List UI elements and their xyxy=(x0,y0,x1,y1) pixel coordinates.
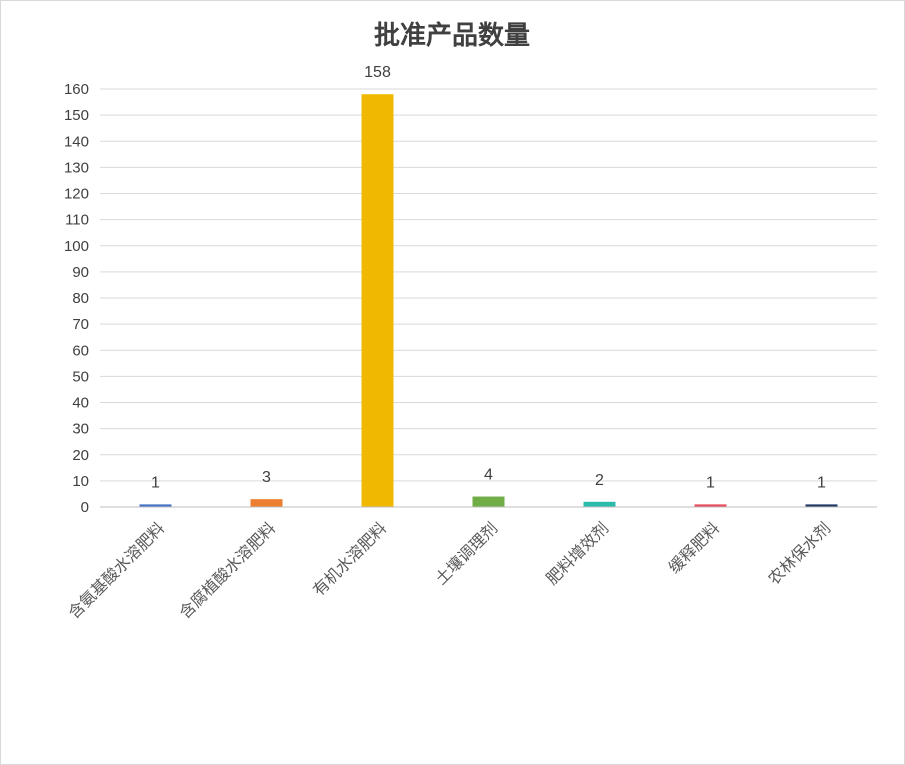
y-tick-label: 40 xyxy=(72,395,89,412)
x-category-label: 含腐植酸水溶肥料 xyxy=(175,518,279,622)
data-label: 2 xyxy=(595,472,604,489)
y-tick-label: 90 xyxy=(72,264,89,281)
gridlines xyxy=(100,88,877,482)
data-label: 158 xyxy=(364,64,391,81)
chart-title: 批准产品数量 xyxy=(374,21,530,51)
bar xyxy=(583,501,616,507)
x-category-label: 有机水溶肥料 xyxy=(309,518,390,599)
x-category-label: 缓释肥料 xyxy=(665,518,724,577)
y-tick-label: 100 xyxy=(64,238,89,255)
y-tick-label: 150 xyxy=(64,107,89,124)
data-labels: 1 3 158 4 2 1 1 xyxy=(151,64,826,491)
y-tick-label: 130 xyxy=(64,159,89,176)
y-tick-label: 120 xyxy=(64,186,89,203)
y-tick-label: 0 xyxy=(81,499,89,516)
bar xyxy=(694,504,727,507)
bar xyxy=(472,496,505,507)
x-axis-categories: 含氨基酸水溶肥料 含腐植酸水溶肥料 有机水溶肥料 土壤调理剂 肥料增效剂 缓释肥料 农林保水… xyxy=(64,518,834,622)
y-tick-label: 160 xyxy=(64,81,89,98)
bar xyxy=(139,504,172,507)
data-label: 1 xyxy=(706,474,715,491)
bars xyxy=(139,94,838,507)
x-category-label: 肥料增效剂 xyxy=(542,518,612,588)
y-tick-label: 30 xyxy=(72,421,89,438)
x-category-label: 农林保水剂 xyxy=(764,518,834,588)
data-label: 4 xyxy=(484,467,493,484)
y-tick-label: 70 xyxy=(72,316,89,333)
y-tick-label: 50 xyxy=(72,368,89,385)
y-tick-label: 10 xyxy=(72,473,89,490)
data-label: 3 xyxy=(262,469,271,486)
y-axis-ticks: 0 10 20 30 40 50 60 70 80 90 100 110 120 130 140 150 160 xyxy=(64,81,89,516)
data-label: 1 xyxy=(151,474,160,491)
x-category-label: 含氨基酸水溶肥料 xyxy=(64,518,168,622)
x-category-label: 土壤调理剂 xyxy=(431,518,501,588)
data-label: 1 xyxy=(817,474,826,491)
y-tick-label: 20 xyxy=(72,447,89,464)
y-tick-label: 80 xyxy=(72,290,89,307)
bar xyxy=(361,94,394,507)
y-tick-label: 110 xyxy=(65,212,89,229)
y-tick-label: 140 xyxy=(64,133,89,150)
bar xyxy=(250,499,283,507)
bar xyxy=(805,504,838,507)
y-tick-label: 60 xyxy=(72,342,89,359)
